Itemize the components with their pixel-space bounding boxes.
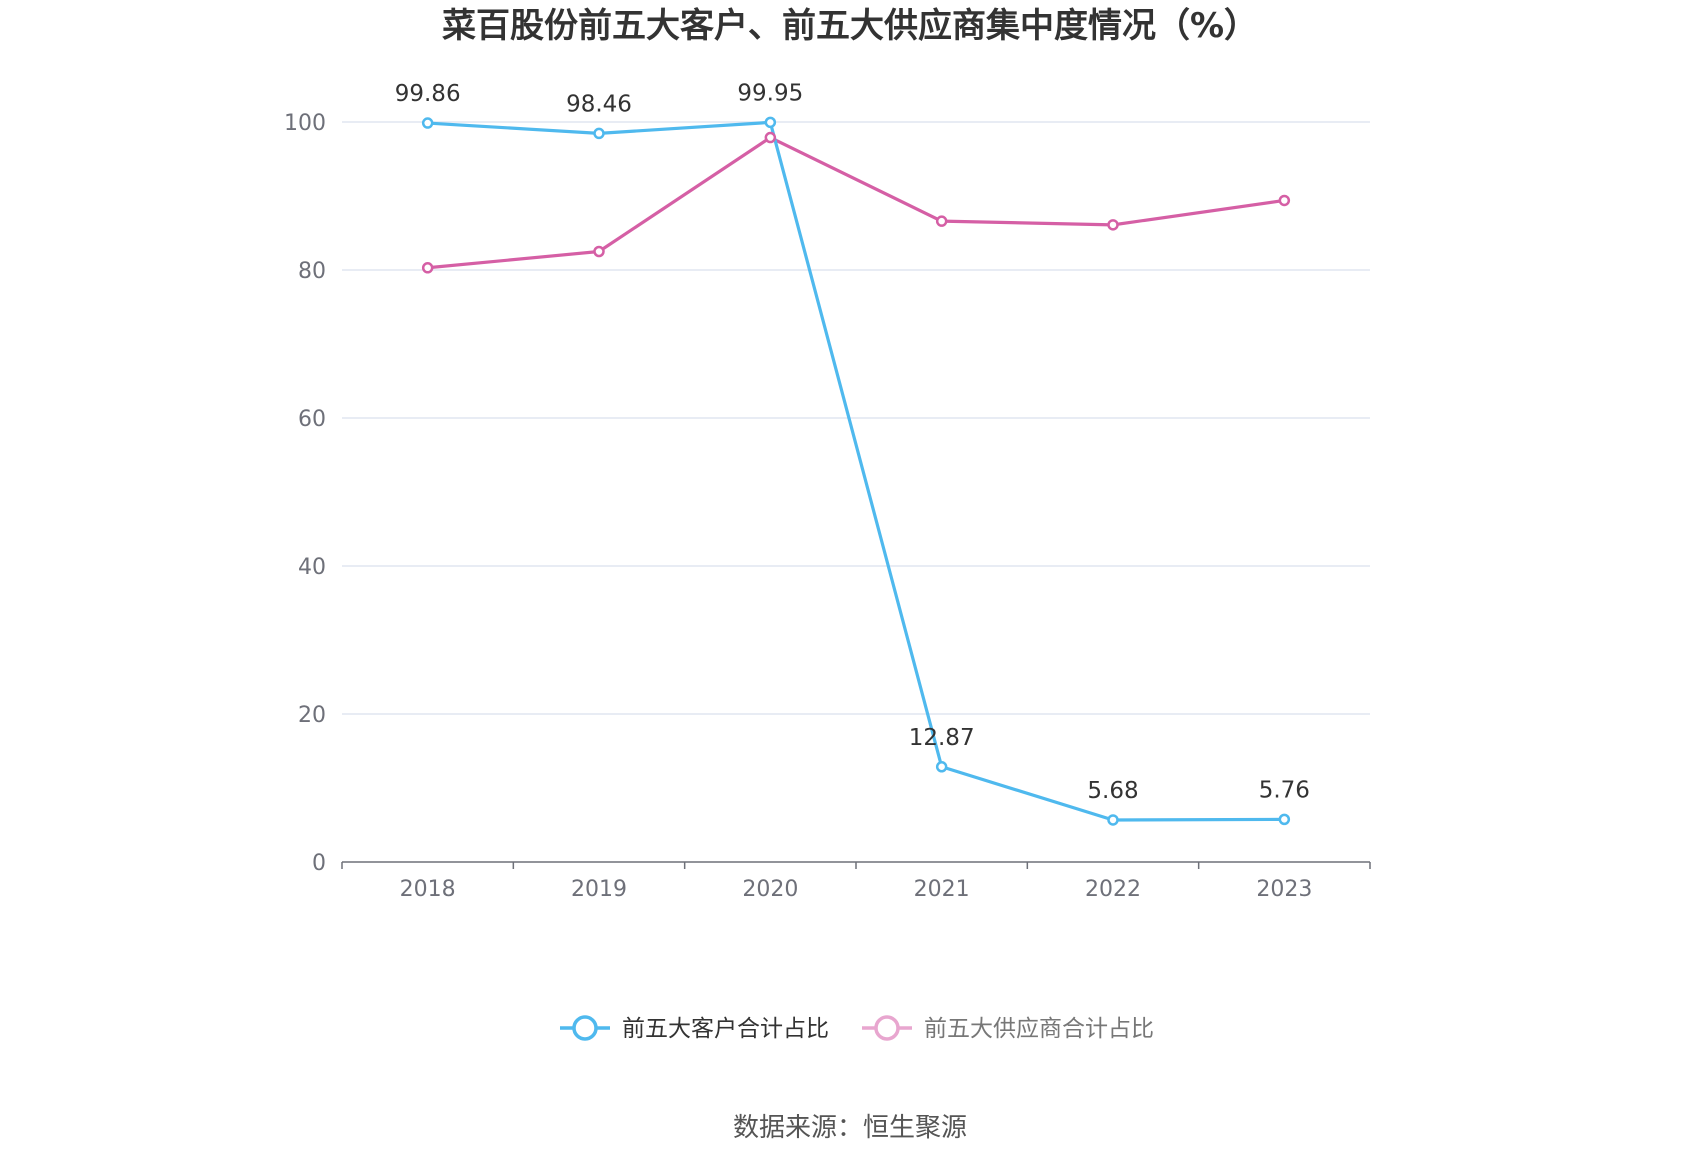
y-axis-tick-labels: 0 20 40 60 80 100 <box>284 111 326 876</box>
series-lines <box>427 120 1285 822</box>
x-tick-label: 2021 <box>914 877 970 902</box>
y-tick-label: 80 <box>298 259 326 284</box>
data-point[interactable] <box>1107 814 1119 826</box>
y-tick-label: 20 <box>298 703 326 728</box>
data-point[interactable] <box>764 116 777 129</box>
x-tick-label: 2020 <box>742 877 798 902</box>
data-labels: 99.86 98.46 99.95 12.87 5.68 5.76 <box>395 80 1310 804</box>
data-points <box>421 116 1291 826</box>
legend-item-0[interactable]: 前五大客户合计占比 <box>560 1015 829 1042</box>
x-axis-tick-labels: 2018 2019 2020 2021 2022 2023 <box>400 877 1313 902</box>
data-point[interactable] <box>935 215 948 227</box>
data-point[interactable] <box>1278 813 1291 826</box>
data-point[interactable] <box>1107 219 1119 231</box>
data-source-note: 数据来源：恒生聚源 <box>733 1113 967 1143</box>
x-tick-label: 2019 <box>571 877 627 902</box>
y-tick-label: 0 <box>312 851 326 876</box>
x-tick-label: 2022 <box>1085 877 1141 902</box>
legend-circle-icon <box>572 1015 598 1041</box>
y-tick-label: 100 <box>284 111 326 136</box>
data-point[interactable] <box>421 262 434 274</box>
legend-item-1[interactable]: 前五大供应商合计占比 <box>862 1015 1154 1042</box>
legend-circle-icon <box>874 1015 900 1041</box>
data-point[interactable] <box>764 131 777 144</box>
data-label: 5.76 <box>1259 777 1310 803</box>
data-point[interactable] <box>1278 194 1291 207</box>
grid-lines <box>342 121 1370 715</box>
data-label: 5.68 <box>1087 778 1138 804</box>
legend-label: 前五大客户合计占比 <box>622 1016 829 1042</box>
x-tick-label: 2023 <box>1256 877 1312 902</box>
series-line-1 <box>427 135 1285 270</box>
x-tick-label: 2018 <box>400 877 456 902</box>
data-label: 12.87 <box>909 725 975 751</box>
legend-label: 前五大供应商合计占比 <box>924 1016 1154 1042</box>
y-tick-label: 60 <box>298 407 326 432</box>
data-point[interactable] <box>935 761 948 773</box>
data-point[interactable] <box>421 117 434 129</box>
x-axis <box>341 861 1371 869</box>
data-point[interactable] <box>593 127 605 140</box>
data-point[interactable] <box>593 245 605 258</box>
data-label: 98.46 <box>566 91 632 117</box>
y-tick-label: 40 <box>298 555 326 580</box>
data-label: 99.95 <box>737 80 803 106</box>
series-line-0 <box>427 120 1285 822</box>
data-label: 99.86 <box>395 81 461 107</box>
legend[interactable]: 前五大客户合计占比 前五大供应商合计占比 <box>560 1015 1154 1042</box>
chart-title: 菜百股份前五大客户、前五大供应商集中度情况（%） <box>442 6 1258 46</box>
